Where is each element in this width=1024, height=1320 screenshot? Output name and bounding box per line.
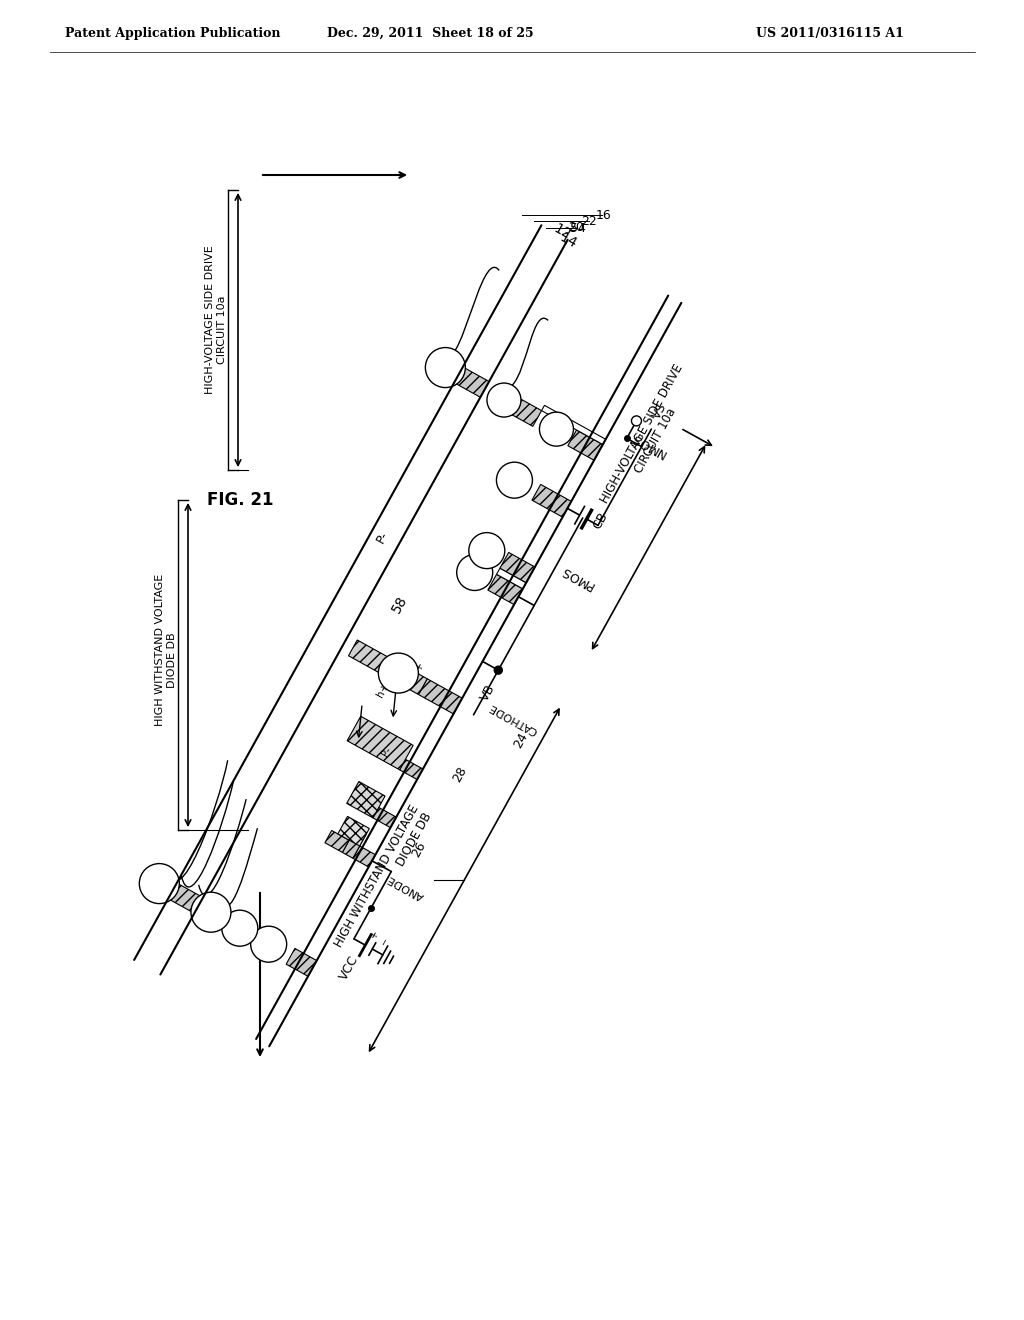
Polygon shape (342, 828, 367, 858)
Polygon shape (542, 405, 606, 445)
Text: P+: P+ (550, 421, 563, 437)
Text: N+: N+ (497, 392, 511, 408)
Polygon shape (325, 830, 349, 853)
Polygon shape (531, 484, 571, 517)
Circle shape (378, 653, 419, 693)
Text: P-: P- (380, 744, 393, 758)
Circle shape (139, 863, 179, 904)
Text: h+: h+ (410, 660, 426, 678)
Polygon shape (454, 367, 489, 397)
Circle shape (190, 892, 231, 932)
Circle shape (632, 416, 641, 426)
Text: CATHODE: CATHODE (487, 701, 540, 737)
Text: N+: N+ (232, 920, 247, 937)
Text: P+: P+ (261, 936, 275, 952)
Text: P: P (206, 908, 216, 916)
Polygon shape (419, 678, 462, 714)
Polygon shape (373, 808, 396, 828)
Text: 12: 12 (551, 222, 573, 242)
Text: DIODE DB: DIODE DB (167, 632, 177, 688)
Text: HIGH-VOLTAGE SIDE DRIVE: HIGH-VOLTAGE SIDE DRIVE (205, 246, 215, 395)
Text: US 2011/0316115 A1: US 2011/0316115 A1 (756, 26, 904, 40)
Polygon shape (568, 430, 603, 461)
Polygon shape (286, 949, 316, 977)
Circle shape (425, 347, 465, 388)
Text: 16: 16 (596, 209, 611, 222)
Text: VCC: VCC (338, 954, 361, 983)
Text: 14: 14 (557, 231, 580, 251)
Text: NMOS: NMOS (629, 430, 669, 459)
Circle shape (251, 927, 287, 962)
Text: +: + (369, 929, 381, 941)
Text: 22: 22 (582, 215, 597, 228)
Text: P-: P- (374, 529, 391, 545)
Text: HIGH WITHSTAND VOLTAGE: HIGH WITHSTAND VOLTAGE (155, 574, 165, 726)
Text: 20: 20 (568, 222, 584, 234)
Text: Dec. 29, 2011  Sheet 18 of 25: Dec. 29, 2011 Sheet 18 of 25 (327, 26, 534, 40)
Text: 26: 26 (410, 840, 428, 859)
Text: HIGH WITHSTAND VOLTAGE
DIODE DB: HIGH WITHSTAND VOLTAGE DIODE DB (332, 803, 434, 957)
Text: VB: VB (477, 682, 498, 704)
Text: FIG. 21: FIG. 21 (207, 491, 273, 510)
Text: h+: h+ (375, 681, 391, 700)
Polygon shape (338, 816, 370, 846)
Text: PMOS: PMOS (558, 562, 596, 591)
Text: −: − (379, 936, 391, 948)
Circle shape (457, 554, 493, 590)
Circle shape (497, 462, 532, 498)
Polygon shape (348, 640, 427, 694)
Text: 58: 58 (389, 593, 411, 615)
Text: HIGH-VOLTAGE SIDE DRIVE
CIRCUIT 10a: HIGH-VOLTAGE SIDE DRIVE CIRCUIT 10a (598, 362, 698, 512)
Text: P+: P+ (153, 875, 166, 891)
Text: N+: N+ (390, 664, 407, 682)
Circle shape (540, 412, 573, 446)
Text: 54: 54 (569, 222, 586, 235)
Polygon shape (511, 399, 542, 426)
Text: P+: P+ (468, 565, 481, 581)
Text: Patent Application Publication: Patent Application Publication (65, 26, 281, 40)
Polygon shape (353, 846, 376, 867)
Text: 28: 28 (451, 764, 469, 784)
Circle shape (469, 532, 505, 569)
Text: P: P (440, 363, 451, 372)
Circle shape (222, 911, 258, 946)
Text: ANODE: ANODE (385, 874, 425, 902)
Polygon shape (487, 574, 523, 605)
Polygon shape (347, 781, 385, 818)
Polygon shape (399, 759, 423, 780)
Polygon shape (168, 883, 203, 913)
Text: P+: P+ (480, 543, 494, 558)
Circle shape (487, 383, 521, 417)
Polygon shape (497, 568, 526, 589)
Text: CIRCUIT 10a: CIRCUIT 10a (217, 296, 227, 364)
Text: 24: 24 (512, 730, 530, 750)
Circle shape (495, 667, 503, 675)
Polygon shape (347, 717, 414, 770)
Text: CB: CB (591, 511, 610, 532)
Text: VS: VS (650, 401, 670, 421)
Polygon shape (500, 553, 535, 582)
Text: N+: N+ (507, 471, 522, 488)
